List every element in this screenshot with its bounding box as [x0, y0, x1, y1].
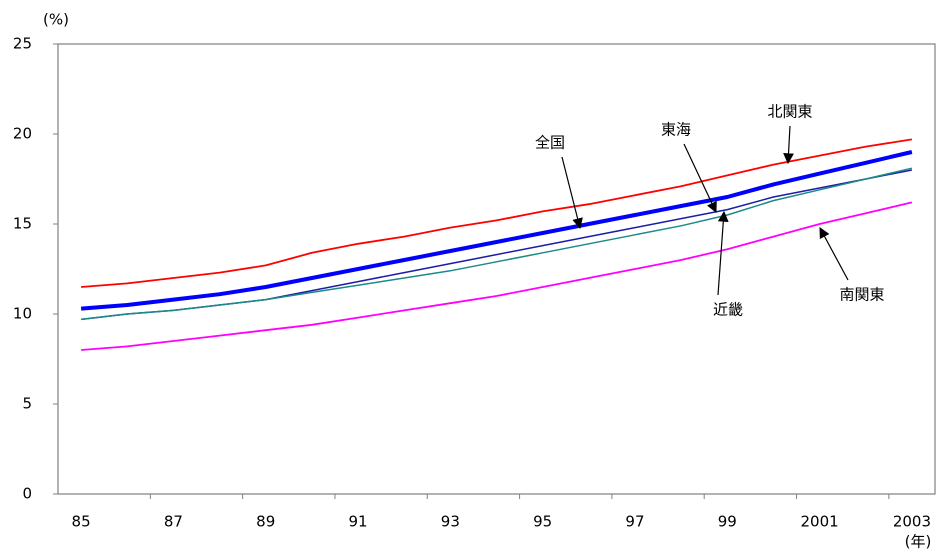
y-tick-label: 15	[13, 215, 32, 233]
x-tick-label: 99	[718, 513, 737, 531]
x-tick-label: 2001	[801, 513, 839, 531]
series-line	[81, 201, 913, 351]
y-tick-label: 10	[13, 305, 32, 323]
x-tick-label: 95	[533, 513, 552, 531]
x-tick-label: 97	[625, 513, 644, 531]
series-line	[81, 167, 913, 321]
annotation-arrow	[819, 227, 849, 281]
y-axis-label: (%)	[43, 11, 69, 29]
x-tick-label: 89	[256, 513, 275, 531]
annotation-arrow	[783, 125, 794, 165]
series-annotation: 近畿	[713, 301, 743, 319]
y-tick-label: 0	[22, 485, 32, 503]
series-line	[80, 150, 913, 311]
x-tick-label: 87	[164, 513, 183, 531]
series-annotation: 南関東	[839, 286, 884, 304]
x-tick-label: 91	[348, 513, 367, 531]
series-annotation: 全国	[535, 134, 565, 152]
annotation-arrow	[717, 210, 729, 296]
x-tick-label: 2003	[893, 513, 931, 531]
series-annotation: 東海	[661, 121, 691, 139]
y-tick-label: 25	[13, 35, 32, 53]
annotation-arrow	[561, 156, 583, 230]
x-tick-label: 93	[441, 513, 460, 531]
x-axis-label: (年)	[905, 533, 932, 551]
y-tick-label: 20	[13, 125, 32, 143]
plot-frame	[57, 43, 936, 495]
annotation-arrow	[683, 143, 717, 213]
series-annotation: 北関東	[767, 103, 812, 121]
series-line	[81, 138, 913, 288]
y-tick-label: 5	[22, 395, 32, 413]
x-tick-label: 85	[72, 513, 91, 531]
